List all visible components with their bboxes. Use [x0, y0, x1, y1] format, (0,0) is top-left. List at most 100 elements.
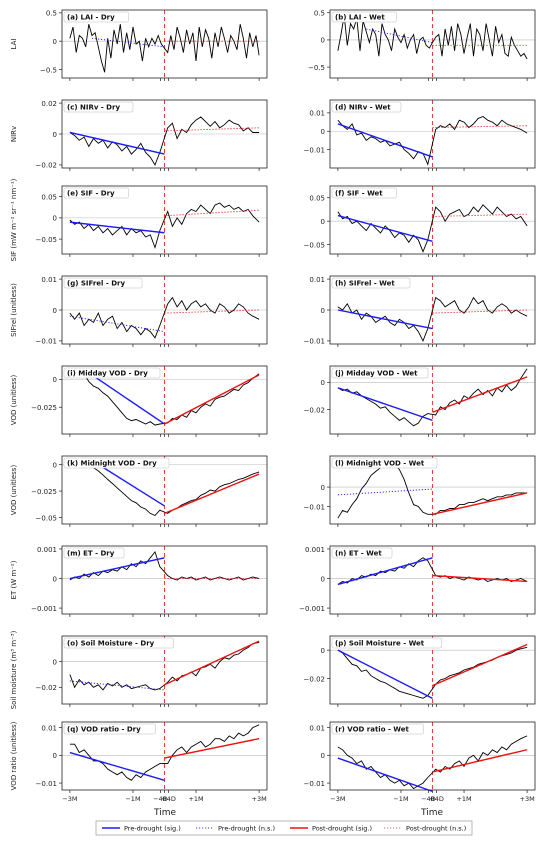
y-tick-label: −0.02 [36, 684, 57, 692]
observed-series-line [69, 296, 260, 339]
observed-series-line [337, 15, 528, 60]
panel-title-box [331, 277, 411, 289]
y-tick-label: 0 [321, 647, 325, 655]
post-drought-trend-line [164, 737, 260, 759]
x-tick-label: +3M [520, 795, 535, 803]
pre-drought-trend-line [69, 557, 165, 580]
y-tick-label: −0.01 [304, 146, 325, 154]
x-tick-label: +1M [188, 795, 203, 803]
panel-frame [329, 635, 536, 705]
y-tick-label: 0.05 [309, 195, 325, 203]
panel-title-box [63, 637, 174, 649]
pre-drought-trend-line [337, 557, 433, 586]
chart-panel: 0.010−0.01−3M −1M −4D0+4D +1M +3M(q) VOD rat… [36, 721, 268, 803]
x-tick-label: −1M [393, 795, 408, 803]
legend-frame [95, 820, 473, 836]
legend-label: Pre-drought (sig.) [124, 825, 181, 833]
y-axis-label: Soil moisture (m³ m⁻³) [10, 630, 18, 709]
pre-drought-trend-line [337, 387, 433, 422]
panel-frame [329, 545, 536, 615]
pre-drought-trend-line [337, 309, 433, 330]
x-tick-label: +4D [161, 795, 176, 803]
y-tick-label: 0 [321, 37, 325, 45]
pre-drought-trend-line [337, 123, 433, 158]
y-tick-label: −0.01 [36, 338, 57, 346]
y-tick-label: 0.01 [41, 724, 57, 732]
post-drought-trend-line [432, 125, 528, 129]
panel-title: (n) ET - Wet [335, 550, 382, 558]
y-tick-label: −0.02 [36, 162, 57, 170]
y-tick-label: 0 [321, 128, 325, 136]
panel-frame [61, 721, 268, 791]
y-tick-label: −0.05 [36, 514, 57, 522]
chart-panel: 0.05 0 −0.05 (f) SIF - Wet [304, 185, 536, 257]
post-drought-trend-line [432, 213, 528, 217]
pre-drought-trend-line [91, 374, 165, 425]
panel-title-box [63, 187, 129, 199]
pre-drought-trend-line [69, 221, 165, 234]
panel-title: (g) SIFrel - Dry [67, 280, 125, 288]
observed-series-line [69, 459, 260, 517]
observed-series-line [337, 296, 528, 343]
panel-title-box [331, 723, 424, 735]
panel-title: (a) LAI - Dry [67, 14, 115, 22]
x-tick-label: 0 [430, 795, 434, 803]
x-axis-label-right: Time [420, 808, 443, 818]
y-tick-label: 0 [53, 307, 57, 315]
panel-frame [61, 545, 268, 615]
panel-title: (m) ET - Dry [67, 550, 115, 558]
chart-panel: 0 −0.02 (p) Soil Moisture - Wet [304, 635, 536, 707]
pre-drought-trend-line [69, 680, 165, 691]
y-tick-label: −0.02 [304, 406, 325, 414]
panel-frame [61, 275, 268, 345]
panel-title: (i) Midday VOD - Dry [67, 370, 148, 378]
x-tick-label: −4D [421, 795, 436, 803]
x-tick-label: 0 [162, 795, 166, 803]
y-tick-label: 0 [321, 218, 325, 226]
panel-title: (k) Midnight VOD - Dry [67, 460, 157, 468]
row-ylabels: LAI NIRv SIF (mW m⁻² sr⁻¹ nm⁻¹) SIFrel (uni… [10, 39, 18, 791]
y-tick-label: 0 [321, 752, 325, 760]
x-tick-label: +3M [252, 795, 267, 803]
panel-title-box [63, 367, 161, 379]
panel-title: (p) Soil Moisture - Wet [335, 640, 425, 648]
panel-frame [329, 721, 536, 791]
y-tick-label: 0 [321, 307, 325, 315]
post-drought-trend-line [432, 309, 528, 314]
y-tick-label: 0 [53, 575, 57, 583]
legend: Pre-drought (sig.) Pre-drought (n.s.) Post… [95, 820, 473, 836]
observed-series-line [337, 368, 528, 427]
panel-title: (b) LAI - Wet [335, 14, 385, 22]
panel-title: (q) VOD ratio - Dry [67, 726, 141, 734]
y-tick-label: 0.05 [41, 193, 57, 201]
y-tick-label: −0.025 [31, 488, 57, 496]
y-tick-label: 0.02 [41, 100, 57, 108]
panel-title: (d) NIRv - Wet [335, 104, 391, 112]
pre-drought-trend-line [69, 315, 165, 333]
y-tick-label: 0.001 [37, 546, 57, 554]
panel-frame [61, 635, 268, 705]
legend-label: Post-drought (n.s.) [406, 825, 466, 833]
panel-frame [61, 99, 268, 169]
panel-title: (o) Soil Moisture - Dry [67, 640, 155, 648]
panel-title: (c) NIRv - Dry [67, 104, 120, 112]
panel-frame [61, 9, 268, 79]
pre-drought-trend-line [69, 751, 165, 781]
x-tick-label: +4D [429, 795, 444, 803]
pre-drought-trend-line [69, 131, 165, 155]
post-drought-trend-line [164, 309, 260, 314]
chart-panel: 0.01 0 −0.01 (g) SIFrel - Dry [36, 275, 268, 347]
x-tick-label: −3M [330, 795, 345, 803]
panel-title-box [63, 11, 129, 23]
chart-panel: 0.02 0 −0.02 (c) NIRv - Dry [36, 99, 268, 171]
y-tick-label: 0 [321, 575, 325, 583]
y-tick-label: 0.01 [309, 276, 325, 284]
panel-frame [329, 9, 536, 79]
panel-title-box [63, 723, 156, 735]
y-tick-label: −0.01 [304, 338, 325, 346]
chart-panel: 0.5 0 −0.5 (a) LAI - Dry [40, 9, 268, 81]
panel-title-box [331, 367, 429, 379]
post-drought-trend-line [432, 643, 528, 687]
observed-series-line [69, 550, 260, 581]
chart-panel: 0.5 0 −0.5 (b) LAI - Wet [308, 9, 536, 81]
